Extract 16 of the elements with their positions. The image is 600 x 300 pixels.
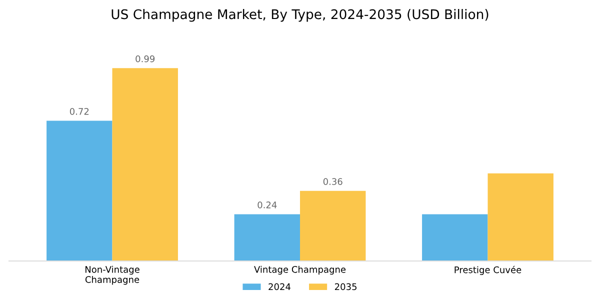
legend-label: 2035 (334, 283, 356, 290)
bar (422, 214, 488, 261)
bar (300, 190, 366, 261)
data-label: 0.72 (70, 108, 89, 115)
x-tick-label: Non-Vintage Champagne (85, 266, 140, 285)
x-tick-label: Vintage Champagne (254, 266, 346, 275)
bar (46, 120, 112, 261)
chart-title: US Champagne Market, By Type, 2024-2035 (USD Billion) (112, 9, 488, 22)
data-label: 0.24 (258, 202, 277, 208)
legend-label: 2024 (268, 283, 290, 290)
x-tick-label: Prestige Cuvée (454, 266, 522, 275)
data-label: 0.36 (323, 178, 342, 185)
bar (488, 173, 554, 261)
bar (234, 214, 300, 261)
bar (112, 68, 178, 261)
data-label: 0.99 (136, 55, 155, 62)
